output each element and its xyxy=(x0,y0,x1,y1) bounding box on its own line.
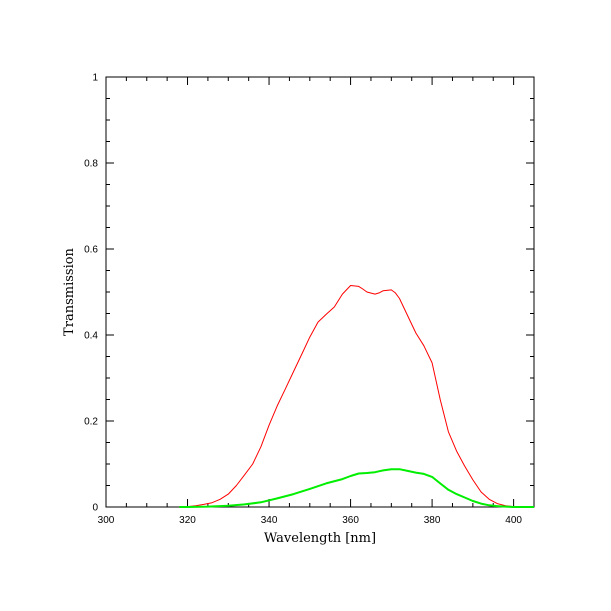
y-tick-labels: 0 0.2 0.4 0.6 0.8 1 xyxy=(84,73,98,514)
data-series xyxy=(179,285,534,508)
x-axis-title: Wavelength [nm] xyxy=(264,531,376,546)
x-tick-label: 340 xyxy=(261,515,278,526)
x-tick-label: 300 xyxy=(98,515,115,526)
x-tick-label: 380 xyxy=(424,515,441,526)
x-tick-label: 320 xyxy=(179,515,196,526)
y-tick-label: 1 xyxy=(92,73,98,84)
y-tick-label: 0 xyxy=(92,503,98,514)
y-tick-label: 0.6 xyxy=(84,245,98,256)
tick-marks xyxy=(105,76,535,508)
x-tick-label: 360 xyxy=(342,515,359,526)
y-tick-label: 0.4 xyxy=(84,331,98,342)
x-tick-labels: 300 320 340 360 380 400 xyxy=(98,515,523,526)
plot-frame xyxy=(105,76,535,508)
y-tick-label: 0.8 xyxy=(84,159,98,170)
x-tick-label: 400 xyxy=(505,515,522,526)
y-axis-title: Transmission xyxy=(62,247,77,335)
series-line-2 xyxy=(179,468,534,508)
y-tick-label: 0.2 xyxy=(84,417,98,428)
series-line-1 xyxy=(179,285,534,508)
